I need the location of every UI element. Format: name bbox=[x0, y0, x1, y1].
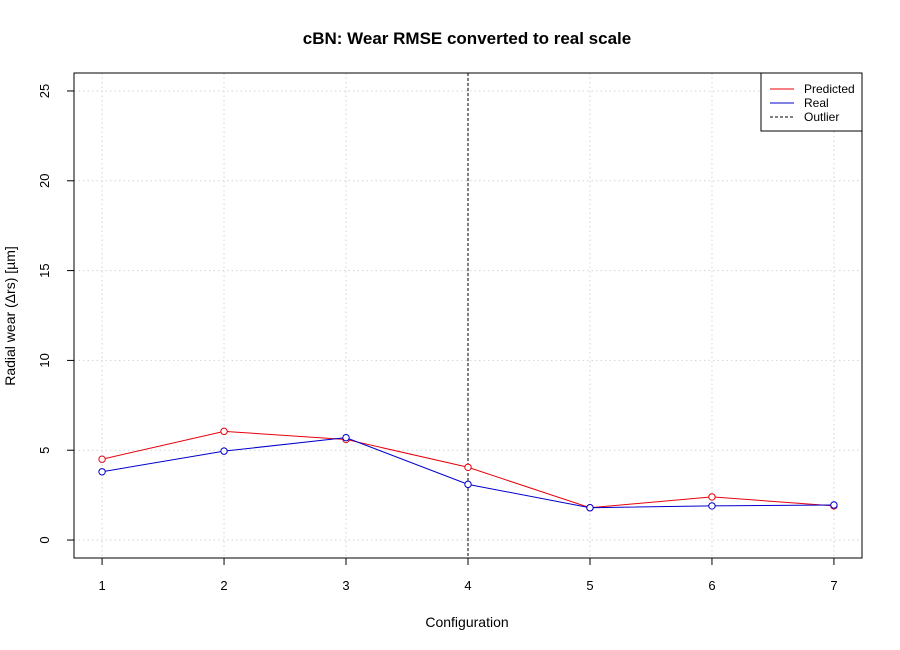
point-real bbox=[586, 504, 594, 512]
point-real bbox=[708, 502, 716, 510]
chart-title: cBN: Wear RMSE converted to real scale bbox=[303, 29, 631, 48]
legend-label: Predicted bbox=[804, 82, 855, 96]
point-real bbox=[220, 447, 228, 455]
series-layer bbox=[98, 427, 838, 512]
x-tick-label: 5 bbox=[586, 578, 593, 593]
axes: 1 2 3 4 5 6 7 0 5 10 15 20 25 bbox=[37, 84, 838, 593]
point-real bbox=[464, 480, 472, 489]
x-tick-label: 2 bbox=[220, 578, 227, 593]
point-predicted bbox=[708, 493, 716, 501]
x-tick-label: 1 bbox=[98, 578, 105, 593]
point-real bbox=[98, 468, 106, 476]
y-tick-label: 15 bbox=[37, 263, 52, 277]
y-axis-label: Radial wear (Δrs) [µm] bbox=[2, 246, 18, 386]
x-tick-label: 4 bbox=[464, 578, 471, 593]
y-tick-label: 0 bbox=[37, 536, 52, 543]
x-tick-label: 6 bbox=[708, 578, 715, 593]
x-tick-label: 3 bbox=[342, 578, 349, 593]
y-tick-label: 20 bbox=[37, 174, 52, 188]
legend-label: Real bbox=[804, 96, 829, 110]
y-tick-label: 25 bbox=[37, 84, 52, 98]
y-tick-label: 5 bbox=[37, 447, 52, 454]
legend-label: Outlier bbox=[804, 110, 839, 124]
point-predicted bbox=[98, 455, 106, 463]
legend-box bbox=[760, 72, 863, 132]
point-predicted bbox=[220, 427, 228, 436]
x-tick-label: 7 bbox=[830, 578, 837, 593]
grid bbox=[74, 73, 862, 558]
y-tick-label: 10 bbox=[37, 353, 52, 367]
x-axis-label: Configuration bbox=[425, 614, 508, 630]
point-real bbox=[830, 501, 838, 509]
point-real bbox=[342, 433, 350, 442]
point-predicted bbox=[464, 463, 472, 471]
